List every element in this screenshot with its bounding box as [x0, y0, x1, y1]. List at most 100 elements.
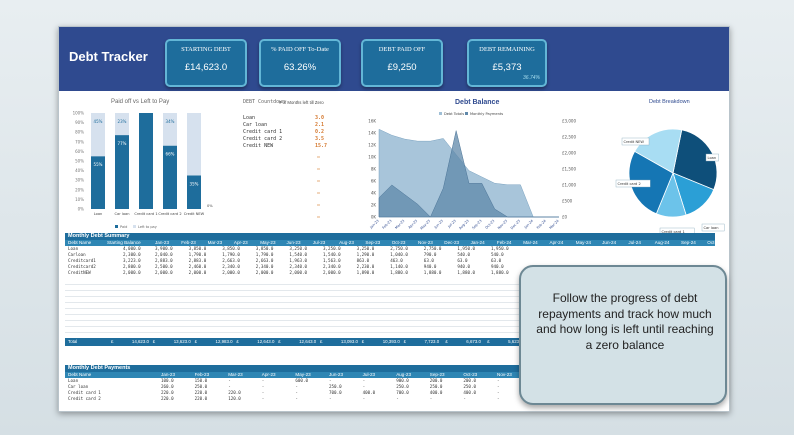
- table-cell: Credit card 2: [68, 396, 101, 401]
- table-cell: 463.0: [390, 258, 403, 263]
- kpi-value: £5,373: [492, 62, 522, 73]
- x-tick-label: Loan: [94, 212, 103, 216]
- column-header: Debt Name: [68, 240, 92, 245]
- table-cell: -: [362, 378, 366, 383]
- table-cell: 220.0: [161, 396, 174, 401]
- table-cell: Carloan: [68, 252, 86, 257]
- table-cell: 940.0: [457, 264, 470, 269]
- table-cell: 250.0: [463, 384, 476, 389]
- column-header: Nov-23: [497, 372, 512, 377]
- total-cell: 12,643.0: [299, 339, 317, 344]
- countdown-months: 2.1: [315, 122, 325, 128]
- table-cell: 2,000.0: [123, 270, 141, 275]
- column-header: Jan-23: [155, 240, 170, 245]
- table-cell: 250.0: [194, 384, 208, 389]
- table-cell: 2,000.0: [289, 270, 308, 275]
- total-cell: £: [152, 339, 156, 344]
- column-header: Dec-23: [444, 240, 460, 245]
- callout-text: Follow the progress of debt repayments a…: [536, 291, 714, 352]
- table-cell: 1,880.0: [423, 270, 442, 275]
- countdown-months: 3.5: [315, 136, 325, 142]
- total-cell: 5,623.0: [508, 339, 523, 344]
- column-header: Mar-23: [207, 240, 223, 245]
- table-cell: -: [497, 378, 500, 383]
- table-cell: 1,880.0: [491, 270, 509, 275]
- debt-breakdown-chart: Loan Car loan Credit card 1 Credit card 2 Cr…: [615, 128, 725, 236]
- table-cell: 600.0: [295, 378, 308, 383]
- table-cell: 1,880.0: [457, 270, 476, 275]
- countdown-dashes: [317, 156, 320, 218]
- y-tick-left: 10K: [368, 155, 376, 160]
- table-cell: 2,750.0: [423, 246, 442, 251]
- y-tick-left: 2K: [371, 203, 377, 208]
- x-tick-label: Jul-23: [446, 219, 456, 229]
- bar-paid: [163, 145, 177, 209]
- column-header: Jun-23: [286, 240, 301, 245]
- table-cell: 260.0: [161, 384, 174, 389]
- table-cell: 940.0: [491, 264, 504, 269]
- table-cell: 100.0: [161, 378, 174, 383]
- table-cell: 150.0: [194, 378, 208, 383]
- table-row: Car loan 260.0 250.0 - - - 250.0 - 250.0 250.0 250…: [65, 384, 715, 390]
- y-tick-left: 12K: [368, 143, 376, 148]
- column-header: Oct-24: [707, 240, 722, 245]
- table-cell: -: [362, 396, 366, 401]
- x-tick-label: Mar-24: [549, 219, 560, 230]
- table-cell: 2,800.0: [123, 264, 141, 269]
- table-cell: 200.0: [463, 378, 476, 383]
- kpi-sub-value: 36.74%: [523, 75, 540, 81]
- table-cell: 700.0: [396, 390, 409, 395]
- x-tick-label: Jan-23: [369, 219, 380, 230]
- table-row: Loan 100.0 150.0 - - 600.0 - - 900.0 200.0 200.0 -: [65, 378, 715, 384]
- bar-left: [115, 113, 129, 136]
- column-header: Aug-23: [396, 372, 412, 377]
- table-cell: 220.0: [161, 390, 174, 395]
- table-cell: 540.0: [457, 252, 470, 257]
- table-cell: 220.0: [194, 396, 208, 401]
- paid-vs-left-title: Paid off vs Left to Pay: [111, 99, 170, 105]
- pie-label: Credit NEW: [624, 140, 645, 144]
- debt-breakdown-title: Debt Breakdown: [649, 99, 690, 105]
- total-cell: £: [111, 339, 114, 344]
- column-header: Oct-23: [391, 240, 406, 245]
- total-cell: £: [236, 339, 239, 344]
- legend-swatch-paid: [115, 225, 118, 228]
- table-cell: 790.0: [423, 252, 437, 257]
- kpi-label: DEBT PAID OFF: [378, 46, 426, 53]
- column-header: Sep-23: [429, 372, 445, 377]
- y-tick-right: £500: [562, 199, 573, 204]
- table-cell: -: [497, 390, 500, 395]
- x-tick-label: Aug-23: [458, 219, 469, 230]
- y-tick-left: 16K: [368, 119, 376, 124]
- x-tick-label: Mar-23: [394, 219, 405, 230]
- table-cell: -: [228, 384, 231, 389]
- table-cell: Loan: [68, 246, 79, 251]
- debt-balance-chart: 0K 2K 4K 6K 8K 10K 12K 14K 16K £0 £500 £1,000 £1,500…: [368, 112, 576, 231]
- table-cell: 250.0: [429, 384, 443, 389]
- table-cell: 700.0: [329, 390, 342, 395]
- legend-paid: Paid: [120, 225, 127, 229]
- kpi-value: 63.26%: [283, 62, 317, 73]
- table-cell: 1,950.0: [457, 246, 476, 251]
- y-tick-label: 50%: [75, 159, 84, 164]
- callout-box: Follow the progress of debt repayments a…: [519, 265, 727, 405]
- summary-section-title: Monthly Debt Summary: [65, 233, 715, 240]
- bar-left-label: 23%: [118, 119, 127, 124]
- table-cell: 1,890.0: [356, 270, 375, 275]
- total-cell: £: [403, 339, 407, 344]
- table-cell: 2,000.0: [222, 270, 240, 275]
- legend-monthly-payments: Monthly Payments: [470, 112, 503, 116]
- table-cell: 1,790.0: [222, 252, 240, 257]
- column-header: Debt Name: [68, 372, 92, 377]
- table-cell: 1,140.0: [390, 264, 408, 269]
- series-monthly-payments: [378, 130, 559, 218]
- y-tick-left: 8K: [371, 167, 377, 172]
- table-row: Creditcard1 3,223.0 2,883.0 2,883.0 2,663.0 2…: [65, 258, 715, 264]
- total-cell: 12,983.0: [215, 339, 233, 344]
- y-tick-label: 0%: [78, 207, 85, 212]
- table-cell: -: [329, 378, 332, 383]
- table-cell: -: [396, 396, 399, 401]
- table-cell: 2,040.0: [155, 252, 173, 257]
- column-header: Apr-23: [233, 240, 248, 245]
- bar-left: [163, 113, 177, 146]
